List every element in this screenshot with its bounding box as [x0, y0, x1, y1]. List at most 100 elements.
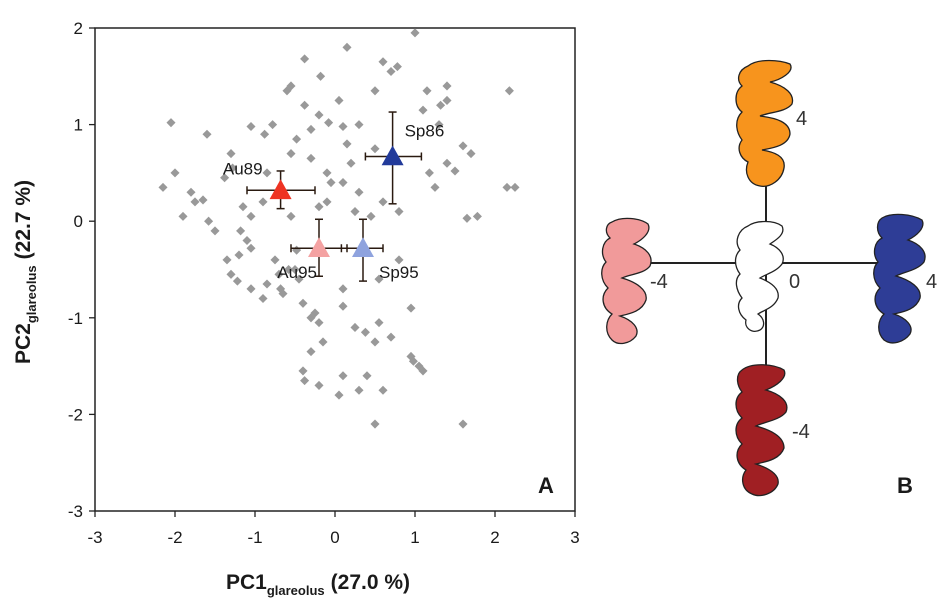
data-point: [466, 149, 476, 159]
data-point: [338, 122, 348, 132]
data-point: [198, 195, 208, 205]
data-point: [350, 207, 360, 217]
data-point: [430, 182, 440, 192]
x-axis-title-sub: glareolus: [267, 583, 325, 598]
data-point: [338, 371, 348, 381]
data-point: [334, 95, 344, 105]
data-point: [242, 235, 252, 246]
data-point: [306, 347, 316, 357]
shape-bottom-label: -4: [792, 421, 810, 443]
data-point: [300, 54, 310, 64]
data-point: [204, 216, 214, 226]
data-point: [334, 390, 344, 400]
x-tick-label: 3: [570, 528, 579, 547]
data-point: [378, 385, 388, 395]
data-point: [314, 110, 324, 120]
group-mean-au95: [308, 237, 330, 258]
data-point: [268, 120, 278, 130]
data-point: [226, 269, 236, 279]
scatter-points: [158, 28, 520, 429]
x-tick-label: -2: [167, 528, 182, 547]
y-tick-labels: -3 -2 -1 0 1 2: [68, 19, 83, 521]
y-axis-title-pct: (22.7 %): [12, 180, 35, 259]
data-point: [406, 303, 416, 313]
shape-left-label: -4: [650, 271, 668, 293]
data-point: [324, 118, 334, 128]
x-tick-label: -3: [87, 528, 102, 547]
data-point: [326, 178, 336, 188]
x-tick-label: 1: [410, 528, 419, 547]
data-point: [286, 149, 296, 159]
data-point: [442, 95, 452, 105]
panel-b-letter: B: [897, 473, 913, 498]
data-point: [442, 158, 452, 168]
data-point: [190, 197, 200, 207]
group-label-sp86: Sp86: [405, 121, 445, 140]
data-point: [458, 419, 468, 429]
y-tick-label: 0: [74, 212, 83, 231]
data-point: [338, 301, 348, 311]
data-point: [306, 153, 316, 163]
y-tick-label: 2: [74, 19, 83, 38]
data-point: [342, 42, 352, 52]
data-point: [338, 284, 348, 294]
y-tick-label: -1: [68, 309, 83, 328]
data-point: [158, 182, 168, 192]
data-point: [258, 293, 268, 304]
data-point: [374, 318, 384, 328]
data-point: [298, 366, 308, 376]
data-point: [306, 124, 316, 134]
data-point: [472, 211, 482, 221]
shape-top-label: 4: [796, 108, 807, 130]
data-point: [166, 118, 176, 128]
data-point: [370, 419, 380, 429]
data-point: [362, 371, 372, 381]
data-point: [318, 337, 328, 347]
data-point: [322, 197, 332, 207]
data-point: [360, 327, 370, 337]
data-point: [202, 129, 212, 139]
data-point: [298, 298, 308, 308]
data-point: [262, 279, 272, 289]
group-mean-sp86: [381, 145, 404, 166]
shape-top: [735, 59, 794, 187]
x-tick-label: -1: [247, 528, 262, 547]
data-point: [236, 226, 246, 236]
data-point: [354, 385, 364, 395]
x-axis-title-pct: (27.0 %): [331, 571, 410, 594]
data-point: [504, 86, 514, 96]
data-point: [354, 187, 364, 197]
data-point: [370, 86, 380, 96]
shape-left: [601, 217, 652, 345]
y-tick-label: 1: [74, 116, 83, 135]
data-point: [300, 376, 310, 386]
shape-center-label: 0: [789, 271, 800, 293]
data-point: [442, 81, 452, 91]
group-label-sp95: Sp95: [379, 263, 419, 282]
group-means: Au89 Sp86 Au95 Sp95: [223, 111, 445, 282]
y-axis-title-sub: glareolus: [24, 265, 39, 323]
group-label-au89: Au89: [223, 159, 263, 178]
data-point: [418, 105, 428, 115]
data-point: [386, 66, 396, 76]
data-point: [292, 134, 302, 144]
data-point: [246, 284, 256, 294]
data-point: [186, 187, 196, 197]
shape-right-label: 4: [926, 271, 937, 293]
data-point: [370, 144, 380, 154]
data-point: [394, 207, 404, 217]
x-axis-title-main: PC1: [226, 571, 267, 594]
shape-right: [873, 213, 926, 344]
data-point: [322, 168, 332, 178]
data-point: [378, 57, 388, 67]
data-point: [286, 211, 296, 221]
data-point: [258, 197, 268, 207]
data-point: [314, 318, 324, 328]
data-point: [226, 149, 236, 159]
data-point: [178, 211, 188, 221]
y-tick-label: -2: [68, 405, 83, 424]
data-point: [246, 122, 256, 132]
data-point: [262, 168, 272, 178]
group-label-au95: Au95: [277, 263, 317, 282]
